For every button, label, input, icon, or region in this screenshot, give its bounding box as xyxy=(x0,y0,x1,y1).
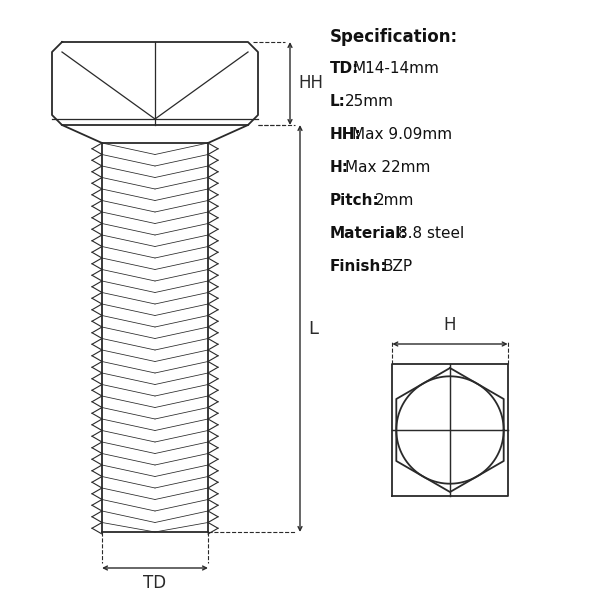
Text: H:: H: xyxy=(330,160,349,175)
Text: BZP: BZP xyxy=(383,259,413,274)
Text: Specification:: Specification: xyxy=(330,28,458,46)
Text: TD: TD xyxy=(143,574,167,592)
Text: Material:: Material: xyxy=(330,226,407,241)
Text: Pitch:: Pitch: xyxy=(330,193,380,208)
Text: L: L xyxy=(308,319,318,337)
Text: 8.8 steel: 8.8 steel xyxy=(398,226,464,241)
Text: Finish:: Finish: xyxy=(330,259,388,274)
Text: 25mm: 25mm xyxy=(345,94,394,109)
Text: L:: L: xyxy=(330,94,346,109)
Text: Max 22mm: Max 22mm xyxy=(345,160,430,175)
Text: Max 9.09mm: Max 9.09mm xyxy=(353,127,452,142)
Text: M14-14mm: M14-14mm xyxy=(353,61,439,76)
Text: 2mm: 2mm xyxy=(375,193,415,208)
Text: H: H xyxy=(444,316,456,334)
Text: TD:: TD: xyxy=(330,61,359,76)
Text: HH:: HH: xyxy=(330,127,362,142)
Text: HH: HH xyxy=(298,74,323,92)
